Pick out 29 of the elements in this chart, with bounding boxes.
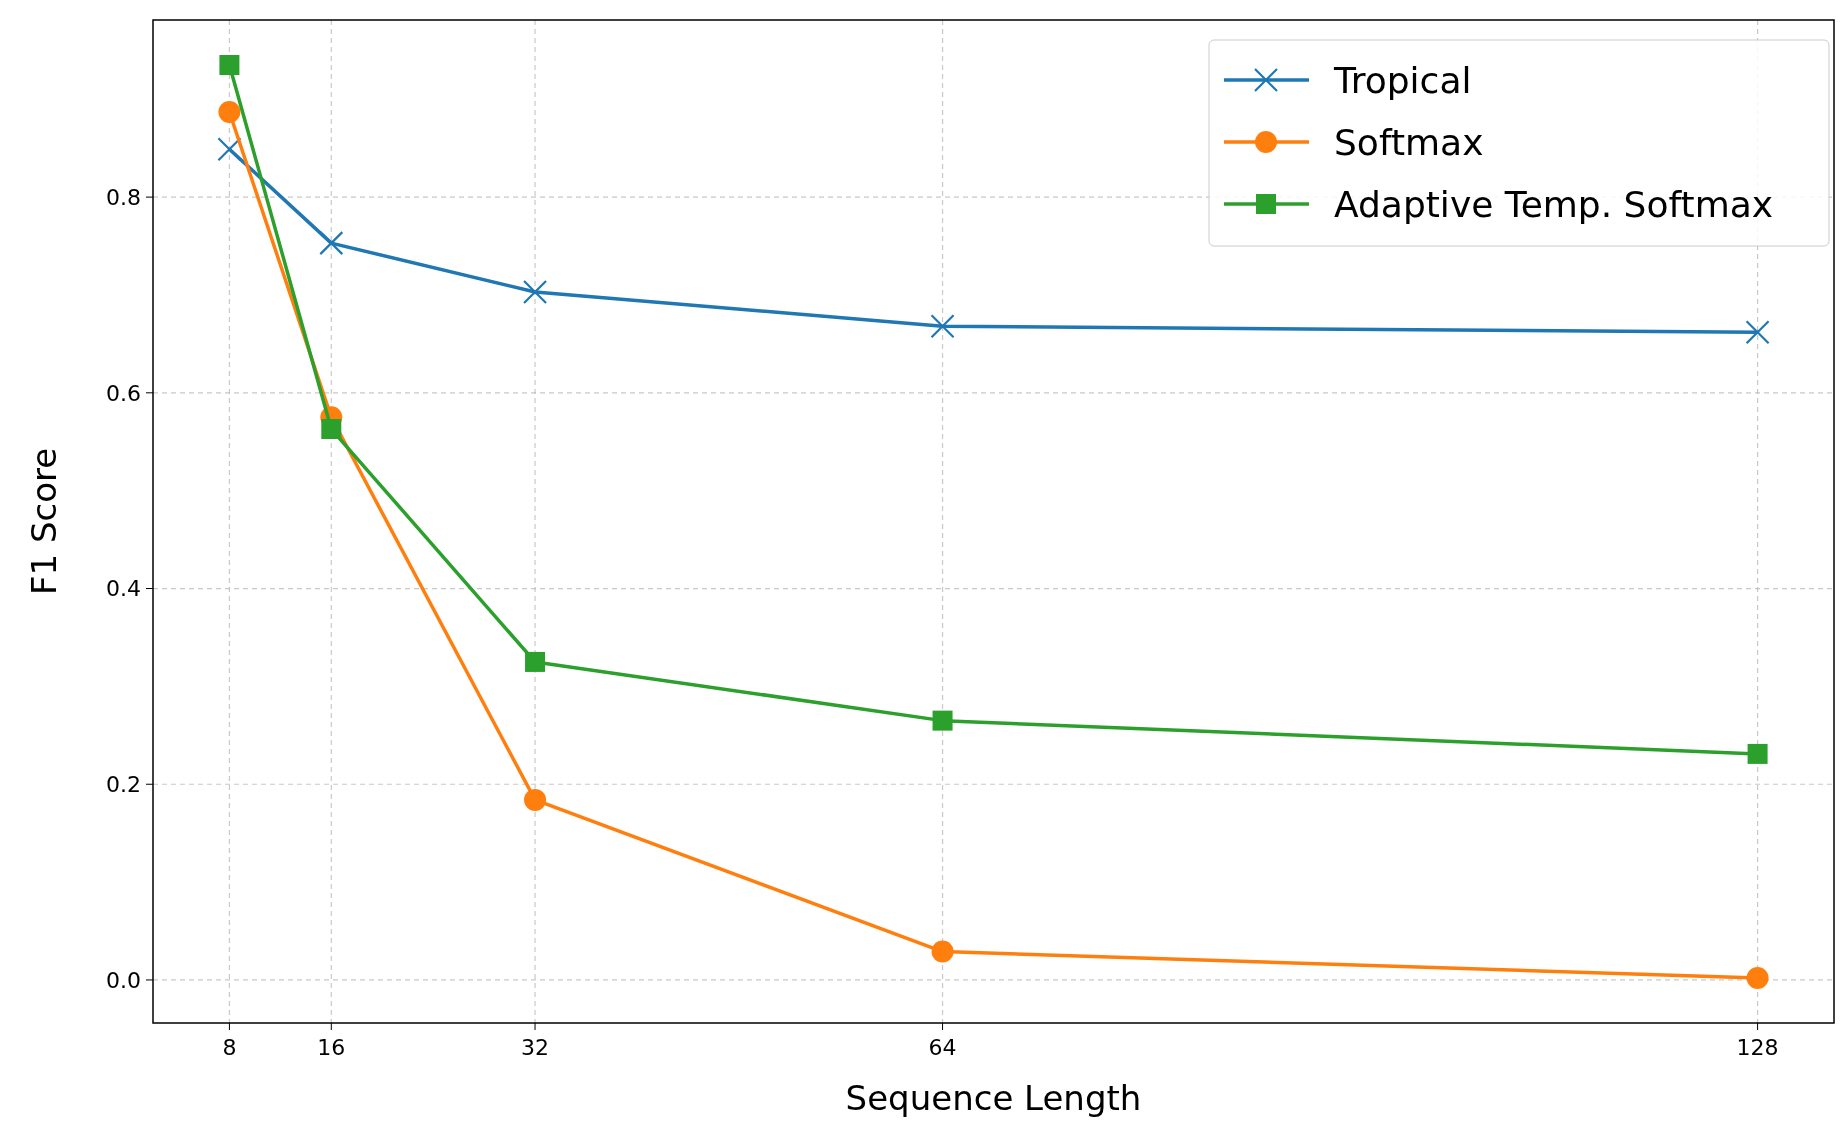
point (932, 710, 953, 731)
point (219, 55, 240, 76)
x-tick-label: 32 (521, 1035, 550, 1060)
y-axis-title: F1 Score (24, 447, 64, 596)
point (524, 788, 547, 811)
y-tick-label: 0.6 (106, 380, 141, 406)
point (1747, 743, 1768, 764)
point (1746, 966, 1769, 989)
y-tick-label: 0.4 (106, 576, 141, 602)
point (218, 100, 241, 123)
x-tick-label: 16 (317, 1035, 346, 1060)
y-tick-label: 0.2 (106, 771, 141, 797)
legend-label: Softmax (1334, 121, 1484, 163)
x-axis-title: Sequence Length (845, 1078, 1142, 1118)
point (319, 231, 344, 256)
point (217, 137, 242, 162)
point (930, 314, 955, 339)
point (1745, 320, 1770, 345)
point (525, 651, 546, 672)
legend-label: Tropical (1333, 59, 1472, 101)
point (522, 279, 548, 305)
y-tick-label: 0.8 (106, 184, 141, 210)
x-tick-label: 64 (928, 1035, 957, 1060)
point (931, 940, 954, 963)
x-tick-label: 8 (222, 1035, 237, 1060)
y-tick-label: 0.0 (106, 967, 141, 993)
legend-label: Adaptive Temp. Softmax (1334, 183, 1774, 225)
x-tick-label: 128 (1736, 1035, 1779, 1060)
point (321, 419, 342, 440)
